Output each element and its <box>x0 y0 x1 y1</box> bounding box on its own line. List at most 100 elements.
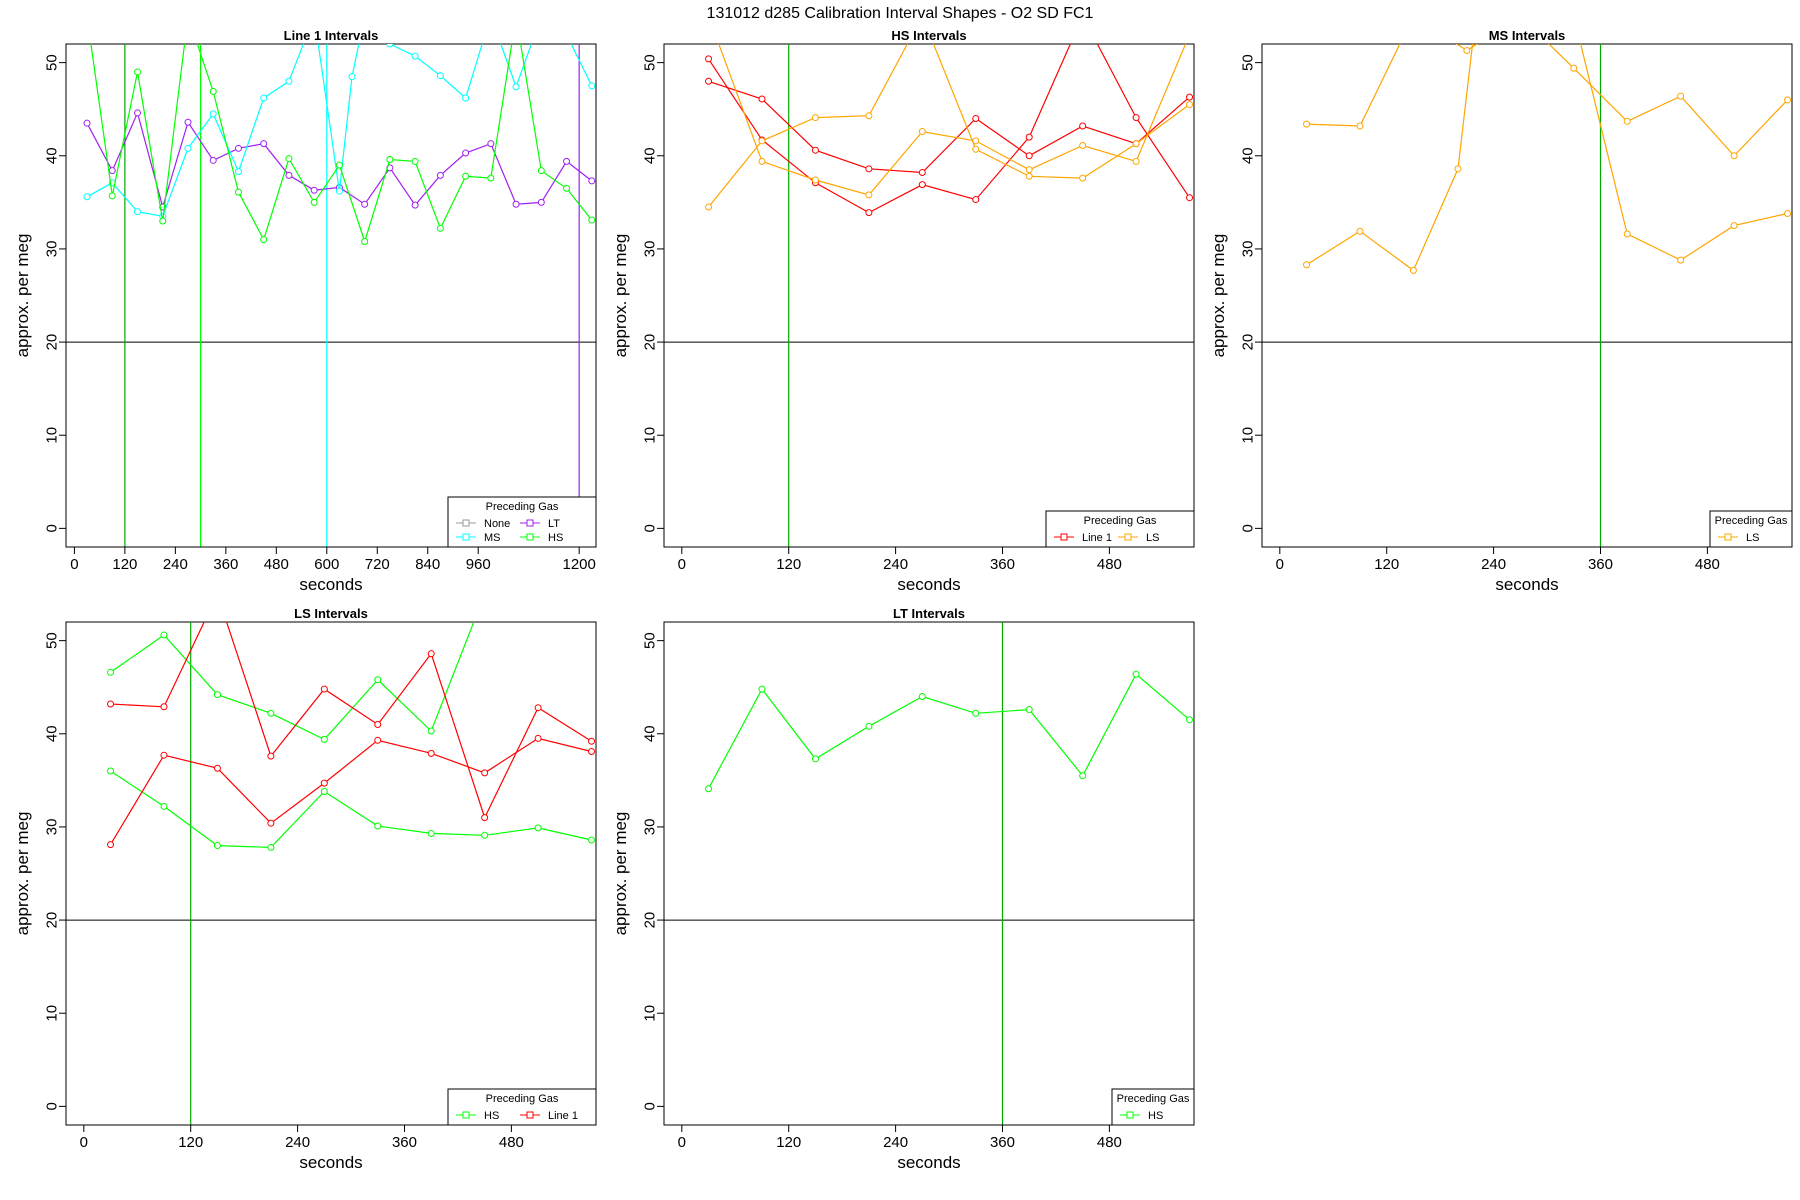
data-point <box>1517 13 1523 19</box>
y-tick-label: 50 <box>642 54 659 71</box>
data-point <box>811 755 819 763</box>
data-point <box>213 842 221 850</box>
data-point <box>865 165 873 173</box>
legend-box <box>1111 1088 1195 1126</box>
data-point <box>588 216 596 224</box>
data-point <box>918 169 926 177</box>
data-point <box>918 693 926 701</box>
data-point <box>320 685 328 693</box>
y-tick-label: 50 <box>642 632 659 649</box>
data-point <box>705 203 713 211</box>
data-point <box>865 722 873 730</box>
legend-label: HS <box>484 1110 499 1122</box>
x-tick-label: 720 <box>365 556 390 573</box>
data-point <box>588 82 596 90</box>
series-group <box>705 670 1194 793</box>
x-tick-label: 480 <box>1097 1134 1122 1151</box>
data-point <box>84 13 90 19</box>
data-point <box>1132 157 1140 165</box>
data-point <box>184 144 192 152</box>
data-point <box>918 181 926 189</box>
data-point <box>160 751 168 759</box>
data-point <box>1025 166 1033 174</box>
data-point <box>1132 140 1140 148</box>
data-point <box>1463 47 1471 55</box>
y-axis-label: approx. per meg <box>13 812 32 936</box>
data-point <box>213 764 221 772</box>
x-tick-label: 120 <box>1374 556 1399 573</box>
chart-panel: HS Intervals 0 120 240 360 480 seconds 0 10 20 30 4… <box>611 28 1195 594</box>
legend-marker <box>1126 1111 1134 1119</box>
legend-marker <box>526 1111 534 1119</box>
y-tick-label: 40 <box>44 147 61 164</box>
data-point <box>481 769 489 777</box>
y-axis-label: approx. per meg <box>611 234 630 358</box>
series-group <box>107 622 596 851</box>
data-point <box>436 72 444 80</box>
legend-label: HS <box>548 532 563 544</box>
data-point <box>513 13 519 19</box>
legend-title: Preceding Gas <box>1117 1093 1190 1105</box>
legend-entry: Line 1 <box>520 1110 578 1122</box>
legend-title: Preceding Gas <box>486 501 559 513</box>
data-point <box>487 174 495 182</box>
figure-title: 131012 d285 Calibration Interval Shapes … <box>707 5 1094 22</box>
legend-label: LS <box>1746 532 1759 544</box>
legend-entry: LS <box>1118 532 1159 544</box>
data-point <box>386 44 394 48</box>
legend-marker <box>462 1111 470 1119</box>
data-point <box>348 73 356 81</box>
data-point <box>462 94 470 102</box>
legend-entry: None <box>456 518 510 530</box>
x-tick-label: 240 <box>1481 556 1506 573</box>
data-point <box>1025 152 1033 160</box>
data-point <box>411 201 419 209</box>
data-point <box>374 822 382 830</box>
legend-entry: MS <box>456 532 501 544</box>
x-tick-label: 480 <box>499 1134 524 1151</box>
y-axis-label: approx. per meg <box>13 234 32 358</box>
x-tick-label: 360 <box>1588 556 1613 573</box>
x-tick-label: 480 <box>1695 556 1720 573</box>
data-point <box>320 735 328 743</box>
legend-marker <box>1124 533 1132 541</box>
data-point <box>1454 165 1462 173</box>
legend: Preceding Gas HS Line 1 <box>447 1088 597 1126</box>
data-point <box>462 172 470 180</box>
x-axis-label: seconds <box>299 575 362 594</box>
y-tick-label: 40 <box>44 725 61 742</box>
data-point <box>1409 266 1417 274</box>
legend-entry: LS <box>1718 532 1759 544</box>
data-point <box>1186 716 1194 724</box>
data-point <box>1784 96 1792 104</box>
data-point <box>481 814 489 822</box>
data-point <box>320 779 328 787</box>
legend-marker <box>526 533 534 541</box>
data-point <box>1186 101 1194 109</box>
data-point <box>1571 13 1577 19</box>
data-point <box>1784 210 1792 218</box>
data-point <box>234 188 242 196</box>
data-point <box>267 819 275 827</box>
y-tick-label: 50 <box>44 54 61 71</box>
data-point <box>563 157 571 165</box>
legend-box <box>1045 510 1195 548</box>
data-point <box>487 140 495 148</box>
y-tick-label: 0 <box>1240 524 1257 532</box>
y-tick-label: 0 <box>642 524 659 532</box>
panel-title: HS Intervals <box>891 28 966 43</box>
data-point <box>1623 230 1631 238</box>
data-point <box>1079 174 1087 182</box>
data-point <box>918 128 926 136</box>
data-point <box>160 802 168 810</box>
data-point <box>537 167 545 175</box>
data-point <box>134 68 142 76</box>
y-tick-label: 20 <box>1240 334 1257 351</box>
y-tick-label: 30 <box>1240 241 1257 258</box>
x-tick-label: 360 <box>392 1134 417 1151</box>
data-point <box>1025 133 1033 141</box>
series-line <box>718 44 1187 196</box>
data-point <box>160 703 168 711</box>
x-tick-label: 120 <box>112 556 137 573</box>
data-point <box>1677 256 1685 264</box>
